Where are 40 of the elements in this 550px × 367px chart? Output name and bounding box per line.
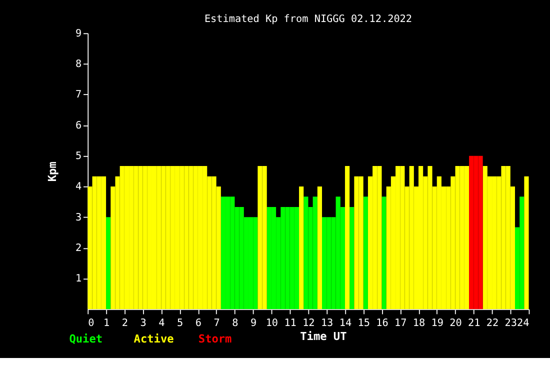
x-tick-label: 14 — [339, 318, 352, 330]
y-tick-label: 2 — [76, 243, 82, 254]
x-tick-label: 2 — [122, 318, 128, 330]
x-tick-label: 6 — [195, 318, 202, 330]
y-tick-label: 7 — [76, 90, 82, 101]
x-tick-label: 1 — [103, 318, 110, 330]
x-tick-label: 10 — [266, 318, 278, 330]
x-axis-title: Time UT — [300, 330, 348, 344]
chart-title: Estimated Kp from NIGGG 02.12.2022 — [204, 14, 412, 26]
y-tick-label: 5 — [76, 151, 82, 162]
x-tick-label: 18 — [412, 318, 426, 330]
x-tick-label: 5 — [176, 318, 184, 330]
text: Storm — [198, 332, 232, 346]
x-tick-label: 9 — [250, 318, 257, 330]
x-tick-label: 16 — [376, 318, 388, 330]
x-tick-label: 4 — [158, 318, 165, 330]
y-tick-label: 4 — [76, 182, 82, 193]
x-tick-label: 19 — [431, 318, 444, 330]
y-tick-label: 9 — [76, 28, 82, 40]
y-tick-label: 8 — [76, 59, 82, 70]
x-tick-label: 7 — [214, 318, 220, 330]
x-tick-label: 21 — [468, 318, 480, 330]
x-tick-label: 17 — [394, 318, 407, 330]
y-tick-label: 1 — [76, 274, 82, 285]
y-tick-label: 3 — [76, 212, 82, 224]
x-tick-label: 24 — [517, 318, 530, 330]
text: Active — [134, 332, 174, 346]
x-tick-label: 13 — [320, 318, 334, 330]
text: Quiet — [69, 332, 103, 346]
x-tick-label: 0 — [88, 318, 94, 330]
x-tick-label: 22 — [486, 318, 499, 330]
x-tick-label: 3 — [140, 318, 146, 330]
x-tick-label: 15 — [358, 318, 370, 330]
y-tick-label: 6 — [76, 120, 82, 132]
y-axis-title: Kpm — [46, 161, 60, 182]
x-tick-label: 12 — [302, 318, 315, 330]
x-tick-label: 23 — [504, 318, 517, 330]
x-tick-label: 20 — [450, 318, 462, 330]
x-tick-label: 11 — [284, 318, 296, 330]
x-tick-label: 8 — [232, 318, 238, 330]
